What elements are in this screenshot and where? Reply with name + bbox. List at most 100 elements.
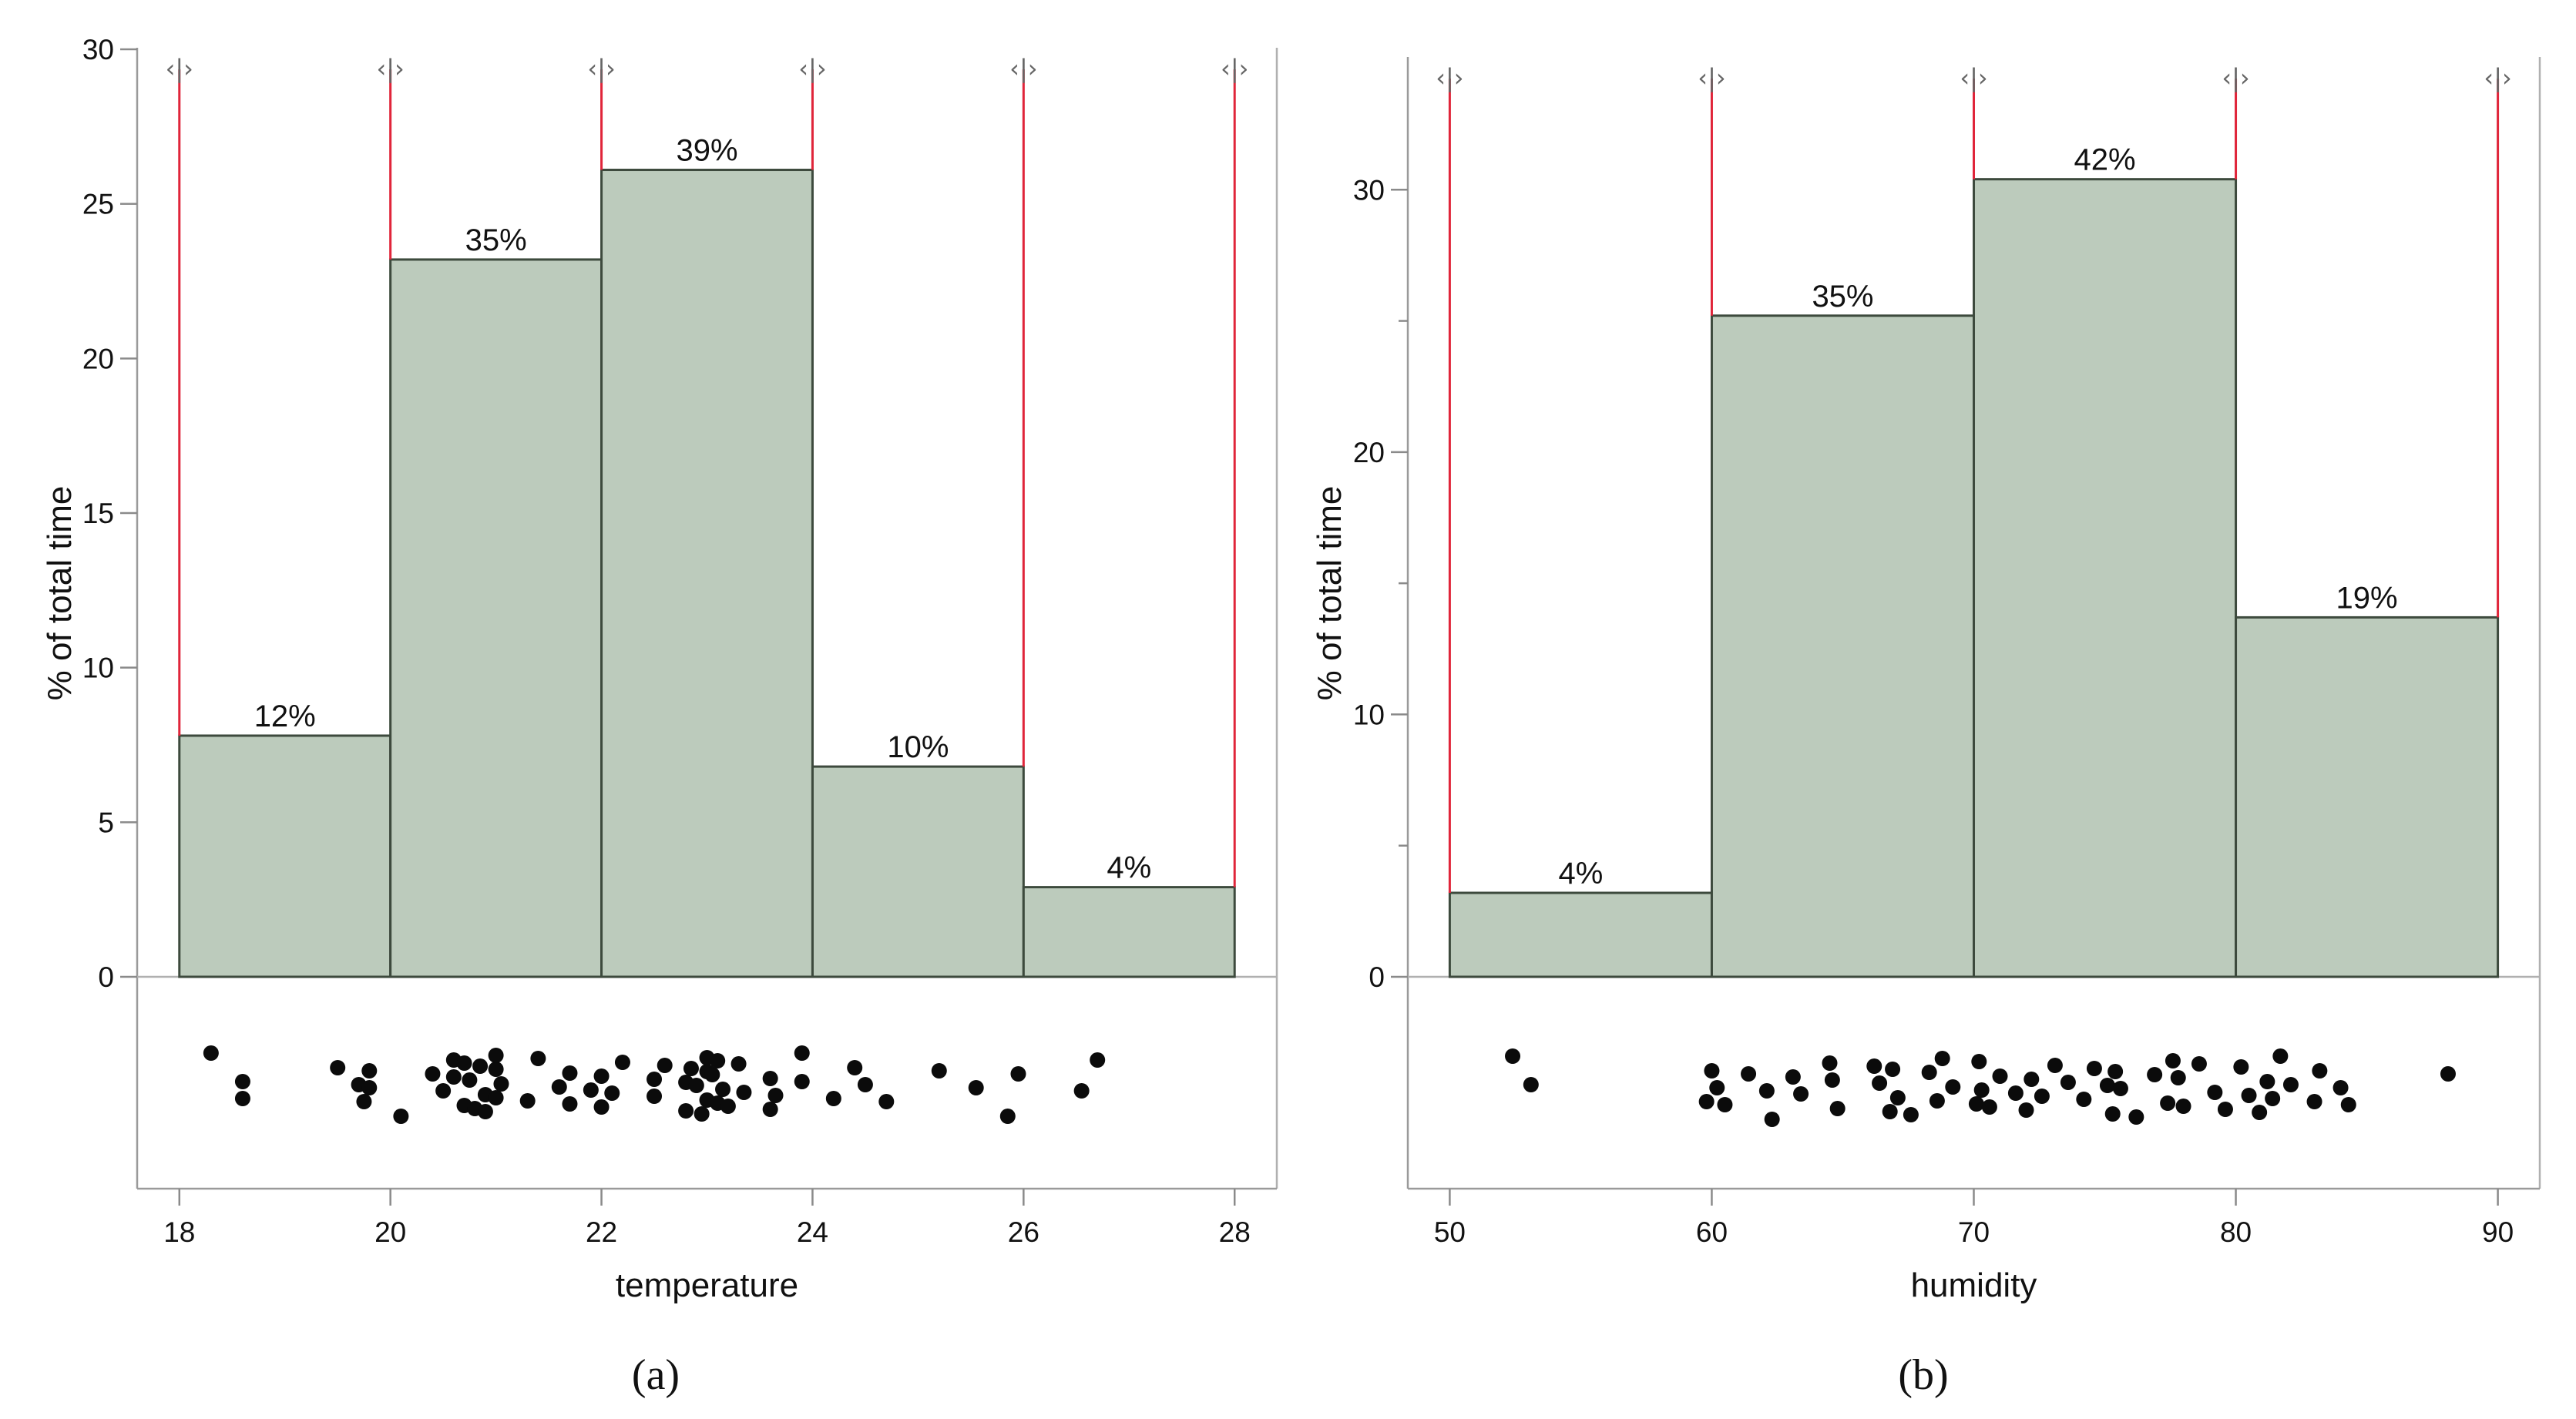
- data-point: [857, 1077, 873, 1092]
- data-point: [767, 1088, 784, 1103]
- data-point: [1709, 1080, 1725, 1095]
- data-point: [1882, 1104, 1898, 1119]
- data-point: [736, 1085, 752, 1100]
- data-point: [462, 1072, 478, 1088]
- y-tick-label: 30: [1353, 174, 1385, 206]
- data-point: [657, 1058, 673, 1073]
- data-point: [1885, 1062, 1901, 1077]
- histogram-bar: [811, 765, 1025, 978]
- panel-caption: (b): [1898, 1351, 1948, 1399]
- data-point: [2207, 1085, 2223, 1100]
- data-point: [1717, 1097, 1733, 1112]
- data-point: [1971, 1054, 1987, 1069]
- data-point: [1793, 1086, 1809, 1102]
- data-point: [999, 1109, 1016, 1124]
- data-point: [604, 1085, 620, 1101]
- panel-a-temperature-histogram: 0 5 10 15 20 25 30 18 20 22 24 26 28 12% 35% 39% 10% 4% ‹|…: [41, 34, 1278, 1399]
- x-tick-label: 20: [374, 1216, 406, 1248]
- data-point: [2099, 1078, 2115, 1093]
- data-point: [1889, 1090, 1906, 1105]
- y-tick-label: 0: [98, 961, 114, 993]
- histogram-bar: [178, 734, 392, 978]
- data-point: [762, 1071, 778, 1086]
- data-point: [477, 1104, 493, 1119]
- data-point: [720, 1099, 736, 1114]
- data-point: [445, 1069, 462, 1085]
- y-tick-label: 10: [1353, 699, 1385, 730]
- data-point: [1866, 1058, 1882, 1074]
- histogram-bar: [1448, 891, 1713, 978]
- data-point: [2047, 1058, 2063, 1073]
- data-point: [519, 1093, 536, 1109]
- data-point: [530, 1051, 546, 1066]
- data-point: [688, 1078, 704, 1093]
- data-point: [1704, 1063, 1720, 1079]
- data-point: [234, 1074, 250, 1089]
- data-point: [1824, 1072, 1840, 1088]
- data-point: [488, 1062, 504, 1077]
- x-tick-label: 22: [586, 1216, 617, 1248]
- bar-percent-label: 42%: [2074, 143, 2135, 177]
- bin-edge-handle-icon: ‹|›: [2222, 63, 2249, 92]
- x-tick-label: 70: [1958, 1216, 1990, 1248]
- data-point: [794, 1045, 810, 1061]
- data-point: [1872, 1075, 1888, 1091]
- histogram-bar: [1973, 178, 2238, 978]
- bin-edge-handle-icon: ‹|›: [166, 54, 193, 83]
- data-point: [234, 1091, 250, 1106]
- data-point: [1945, 1079, 1961, 1095]
- data-point: [2259, 1074, 2275, 1089]
- data-point: [2024, 1072, 2040, 1087]
- bar-percent-label: 4%: [1559, 857, 1604, 891]
- data-point: [730, 1056, 747, 1072]
- data-point: [2147, 1067, 2163, 1082]
- data-point: [2265, 1091, 2281, 1106]
- data-point: [715, 1082, 731, 1097]
- data-point: [1829, 1101, 1846, 1116]
- data-point: [1921, 1065, 1937, 1080]
- data-point: [2312, 1063, 2328, 1079]
- data-point: [1973, 1082, 1990, 1098]
- data-point: [562, 1065, 578, 1081]
- data-point: [614, 1055, 630, 1070]
- y-tick-label: 20: [1353, 437, 1385, 468]
- data-point: [1073, 1083, 1090, 1099]
- x-tick-label: 60: [1696, 1216, 1728, 1248]
- data-point: [456, 1055, 472, 1071]
- bar-percent-label: 12%: [254, 699, 316, 733]
- data-point: [1785, 1069, 1801, 1085]
- data-point: [2060, 1075, 2076, 1090]
- x-tick-label: 18: [163, 1216, 195, 1248]
- data-point: [2007, 1085, 2024, 1101]
- data-point: [2175, 1099, 2191, 1114]
- data-point: [472, 1058, 489, 1074]
- bin-edge-handle-icon: ‹|›: [1436, 63, 1463, 92]
- data-point: [2440, 1066, 2456, 1082]
- bin-edge-handle-icon: ‹|›: [1960, 63, 1987, 92]
- x-tick-label: 28: [1219, 1216, 1251, 1248]
- data-point: [1934, 1051, 1950, 1066]
- histogram-bar: [600, 169, 814, 978]
- data-point: [2233, 1059, 2249, 1075]
- x-tick-label: 26: [1008, 1216, 1039, 1248]
- data-point: [2076, 1092, 2092, 1107]
- data-point: [361, 1080, 378, 1095]
- bar-percent-label: 35%: [465, 223, 527, 257]
- data-point: [203, 1045, 219, 1061]
- data-point: [2034, 1089, 2050, 1104]
- bar-percent-label: 10%: [887, 730, 949, 764]
- data-point: [1764, 1112, 1780, 1127]
- bin-edge-handle-icon: ‹|›: [2484, 63, 2511, 92]
- data-point: [2104, 1106, 2121, 1122]
- histogram-bar: [1022, 886, 1236, 978]
- data-point: [1992, 1068, 2008, 1084]
- x-tick-label: 90: [2482, 1216, 2514, 1248]
- histogram-bar: [1710, 314, 1975, 978]
- data-point: [361, 1063, 378, 1079]
- data-point: [2160, 1095, 2176, 1111]
- data-point: [2272, 1048, 2289, 1064]
- data-point: [683, 1061, 699, 1076]
- x-tick-label: 24: [797, 1216, 828, 1248]
- data-point: [2333, 1080, 2349, 1095]
